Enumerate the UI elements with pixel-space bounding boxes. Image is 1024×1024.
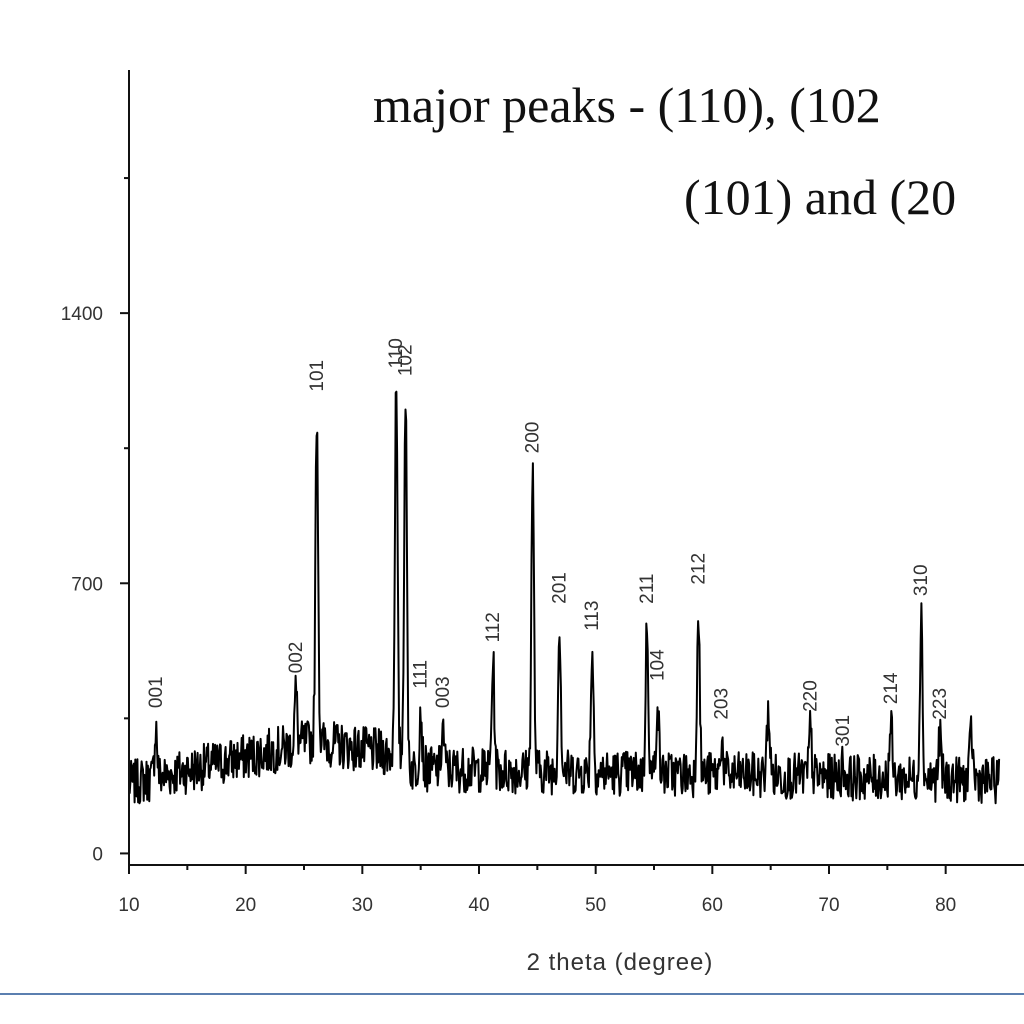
x-tick-label-60: 60 — [702, 895, 723, 916]
y-tick-label-1400: 1400 — [61, 304, 103, 325]
x-tick-label-20: 20 — [235, 895, 256, 916]
peak-label-003: 003 — [433, 676, 454, 708]
peak-label-201: 201 — [550, 572, 571, 604]
peak-label-002: 002 — [286, 642, 307, 674]
peak-label-102: 102 — [396, 344, 417, 376]
x-tick-label-10: 10 — [118, 895, 139, 916]
x-tick-label-50: 50 — [585, 895, 606, 916]
x-axis-ticks: 10 20 30 40 50 60 70 80 — [118, 865, 956, 916]
x-axis-title: 2 theta (degree) — [527, 949, 714, 976]
peak-label-220: 220 — [800, 680, 821, 712]
y-tick-label-0: 0 — [92, 844, 103, 865]
y-tick-label-700: 700 — [71, 574, 103, 595]
peak-label-110: 110 — [386, 338, 407, 368]
x-tick-label-30: 30 — [352, 895, 373, 916]
peak-label-101: 101 — [307, 360, 328, 392]
diffraction-trace — [128, 390, 1001, 805]
peak-label-203: 203 — [712, 688, 733, 720]
x-tick-label-80: 80 — [935, 895, 956, 916]
y-axis-ticks: 0 700 1400 — [61, 177, 129, 865]
annotation-line-1: major peaks - (110), (102 — [373, 77, 881, 133]
peak-label-223: 223 — [930, 688, 951, 720]
peak-label-001: 001 — [146, 676, 167, 708]
annotation: major peaks - (110), (102 (101) and (20 — [373, 77, 956, 225]
annotation-line-2: (101) and (20 — [684, 169, 956, 225]
peak-label-212: 212 — [688, 553, 709, 585]
peak-label-112: 112 — [483, 612, 504, 642]
peak-label-301: 301 — [833, 715, 854, 747]
x-tick-label-40: 40 — [468, 895, 489, 916]
peak-label-111: 111 — [411, 660, 432, 689]
peak-label-214: 214 — [881, 672, 902, 704]
peak-label-104: 104 — [648, 649, 669, 681]
peak-label-310: 310 — [911, 564, 932, 596]
peak-label-211: 211 — [637, 574, 658, 604]
peak-label-200: 200 — [523, 422, 544, 454]
x-tick-label-70: 70 — [818, 895, 839, 916]
peak-label-113: 113 — [582, 601, 603, 631]
